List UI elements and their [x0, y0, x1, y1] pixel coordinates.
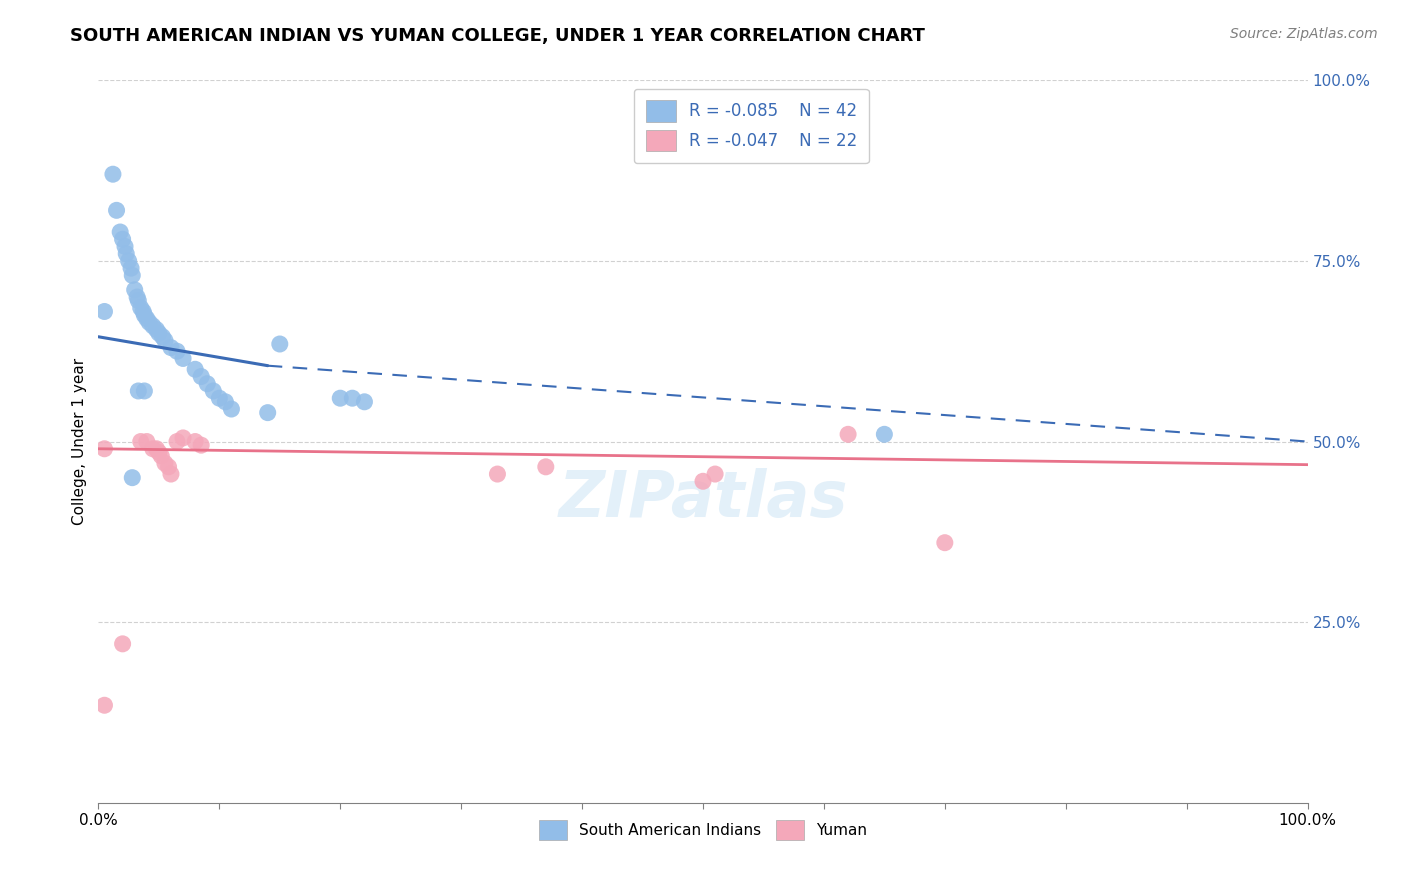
Point: [121, 470, 143, 484]
Point: [120, 261, 142, 276]
Point: [184, 434, 207, 449]
Point: [202, 384, 225, 398]
Point: [105, 203, 128, 218]
Point: [142, 442, 165, 456]
Point: [208, 391, 231, 405]
Point: [256, 406, 278, 420]
Point: [214, 394, 236, 409]
Point: [704, 467, 727, 481]
Point: [93, 698, 115, 713]
Point: [157, 459, 180, 474]
Point: [108, 225, 131, 239]
Point: [145, 442, 167, 456]
Point: [221, 402, 243, 417]
Point: [127, 290, 149, 304]
Y-axis label: College, Under 1 year: College, Under 1 year: [72, 358, 87, 525]
Point: [486, 467, 509, 481]
Point: [129, 434, 152, 449]
Point: [342, 391, 364, 405]
Point: [269, 337, 291, 351]
Point: [134, 308, 156, 322]
Point: [934, 535, 956, 549]
Point: [142, 318, 165, 333]
Point: [873, 427, 896, 442]
Point: [148, 445, 170, 459]
Point: [135, 311, 157, 326]
Point: [101, 167, 124, 181]
Point: [93, 304, 115, 318]
Text: Source: ZipAtlas.com: Source: ZipAtlas.com: [1230, 27, 1378, 41]
Point: [837, 427, 859, 442]
Point: [160, 341, 183, 355]
Point: [184, 362, 207, 376]
Point: [124, 283, 146, 297]
Point: [145, 322, 167, 336]
Point: [148, 326, 170, 340]
Point: [172, 431, 194, 445]
Point: [190, 438, 212, 452]
Point: [190, 369, 212, 384]
Point: [135, 434, 157, 449]
Point: [153, 334, 176, 348]
Point: [118, 253, 141, 268]
Point: [692, 475, 714, 489]
Legend: South American Indians, Yuman: South American Indians, Yuman: [531, 813, 875, 847]
Point: [150, 449, 173, 463]
Point: [160, 467, 183, 481]
Text: SOUTH AMERICAN INDIAN VS YUMAN COLLEGE, UNDER 1 YEAR CORRELATION CHART: SOUTH AMERICAN INDIAN VS YUMAN COLLEGE, …: [70, 27, 925, 45]
Point: [129, 301, 152, 315]
Point: [353, 394, 375, 409]
Point: [166, 344, 188, 359]
Point: [329, 391, 352, 405]
Point: [111, 637, 134, 651]
Point: [115, 246, 138, 260]
Point: [534, 459, 557, 474]
Point: [172, 351, 194, 366]
Point: [152, 330, 174, 344]
Point: [114, 239, 136, 253]
Point: [166, 434, 188, 449]
Point: [195, 376, 218, 391]
Point: [111, 232, 134, 246]
Point: [127, 384, 149, 398]
Point: [93, 442, 115, 456]
Point: [134, 384, 156, 398]
Point: [138, 315, 160, 329]
Point: [132, 304, 155, 318]
Point: [121, 268, 143, 283]
Point: [153, 456, 176, 470]
Text: ZIPatlas: ZIPatlas: [558, 468, 848, 531]
Point: [127, 293, 149, 308]
